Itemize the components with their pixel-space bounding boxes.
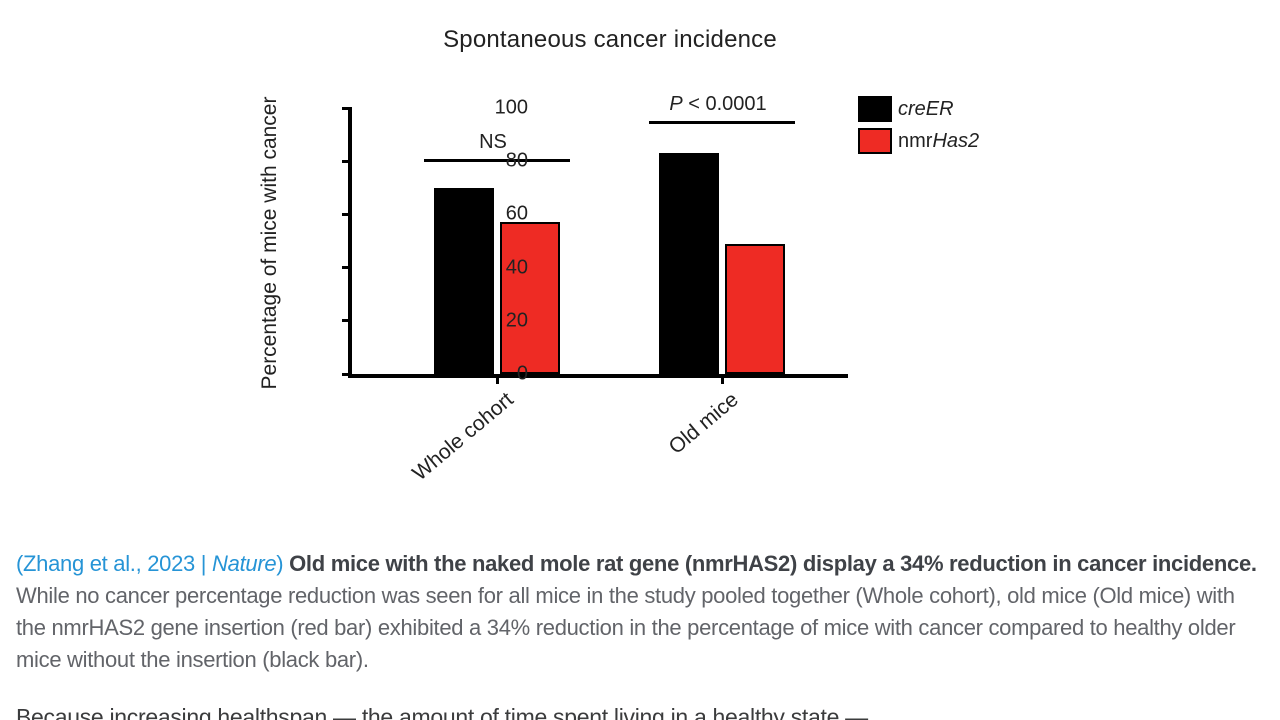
x-tick [721, 374, 724, 384]
y-tick-label: 60 [478, 203, 528, 226]
y-tick [342, 107, 352, 110]
x-tick-label: Whole cohort [403, 388, 518, 490]
y-tick-label: 20 [478, 309, 528, 332]
y-tick [342, 213, 352, 216]
y-axis-title: Percentage of mice with cancer [258, 97, 282, 390]
chart: Spontaneous cancer incidence Percentage … [240, 0, 1040, 530]
y-tick [342, 266, 352, 269]
y-tick-label: 0 [478, 363, 528, 386]
x-tick-label: Old mice [628, 388, 743, 490]
legend-label: nmrHas2 [898, 130, 979, 153]
legend-swatch-creER [858, 96, 892, 122]
legend-label: creER [898, 98, 954, 121]
caption-body: While no cancer percentage reduction was… [16, 583, 1235, 672]
y-tick-label: 100 [478, 97, 528, 120]
y-tick-label: 40 [478, 256, 528, 279]
bar-nmrHas2-old-mice [725, 244, 785, 374]
legend: creER nmrHas2 [858, 96, 1018, 160]
bar-creER-old-mice [659, 153, 719, 374]
y-tick [342, 373, 352, 376]
figure-area: Spontaneous cancer incidence Percentage … [0, 0, 1280, 530]
significance-label: P < 0.0001 [638, 93, 798, 116]
figure-caption: (Zhang et al., 2023 | Nature) Old mice w… [16, 548, 1264, 676]
y-tick [342, 160, 352, 163]
chart-title: Spontaneous cancer incidence [240, 26, 980, 54]
citation-link[interactable]: (Zhang et al., 2023 | Nature) [16, 551, 283, 576]
significance-label: NS [413, 131, 573, 154]
y-tick [342, 319, 352, 322]
legend-item: nmrHas2 [858, 128, 1018, 154]
truncated-next-paragraph: Because increasing healthspan — the amou… [16, 706, 880, 720]
legend-item: creER [858, 96, 1018, 122]
bar-nmrHas2-whole-cohort [500, 222, 560, 374]
legend-swatch-nmrHas2 [858, 128, 892, 154]
caption-bold: Old mice with the naked mole rat gene (n… [289, 551, 1257, 576]
significance-bar [649, 121, 795, 124]
